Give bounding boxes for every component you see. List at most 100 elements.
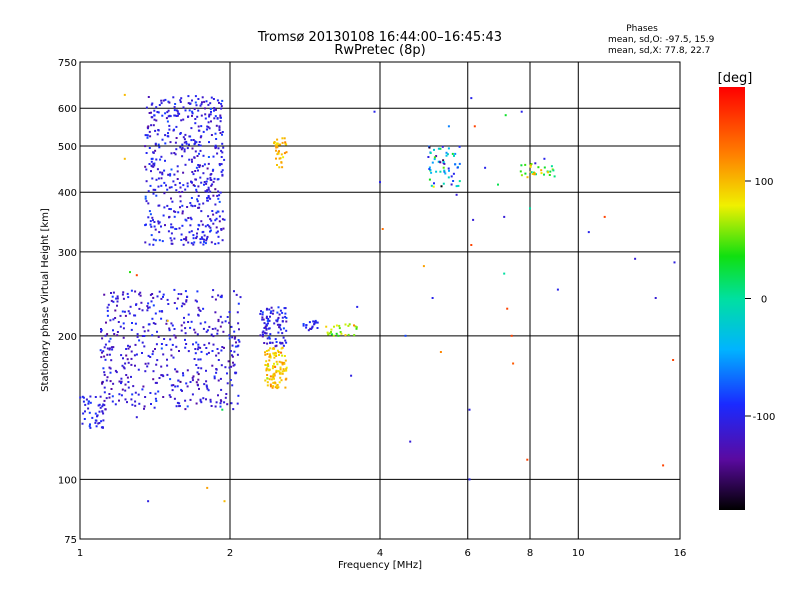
data-point [176,401,179,404]
data-point [204,242,207,245]
data-point [154,392,157,395]
data-point [123,310,126,313]
data-point [147,302,150,305]
data-point [200,210,203,213]
data-point [118,393,121,396]
data-point [216,210,219,213]
data-point [221,131,224,133]
data-point [179,200,182,203]
data-point [158,239,161,242]
data-point [169,237,172,240]
data-point [82,400,85,403]
data-point [201,223,204,226]
data-point [219,132,222,134]
data-point [185,343,188,345]
data-point [151,317,154,320]
data-point [270,310,273,313]
data-point [157,204,160,207]
data-point [82,412,85,415]
data-point [191,205,194,208]
data-point [211,328,214,330]
data-point [235,341,237,344]
data-point [145,106,148,109]
data-point [102,419,105,422]
data-point [409,440,412,443]
data-point [184,218,187,221]
data-point [212,194,215,197]
data-point [85,398,88,401]
data-point [178,405,181,408]
data-point [430,184,433,187]
data-point [269,375,272,378]
data-point [211,210,214,212]
data-point [144,241,147,244]
data-point [170,197,172,200]
data-point [89,395,92,398]
data-point [202,307,205,310]
data-point [206,197,209,199]
data-point [127,310,130,313]
data-point [158,231,161,234]
data-point [187,313,190,316]
data-point [148,112,151,114]
data-point [157,335,160,338]
data-point [238,328,240,331]
data-point [309,327,312,330]
data-point [173,397,176,400]
data-point [221,169,224,172]
data-point [504,114,507,117]
data-point [164,159,166,162]
data-point [199,346,202,349]
data-point [230,365,233,368]
data-point [103,371,106,374]
data-point [196,383,199,386]
data-point [163,206,166,209]
data-point [279,366,282,369]
data-point [207,162,210,165]
data-point [313,322,316,325]
data-point [111,295,114,298]
data-point [115,371,118,374]
data-point [263,342,266,344]
data-point [190,197,193,199]
data-point [208,141,210,144]
data-point [312,320,315,323]
data-point [268,378,271,381]
data-point [158,221,161,224]
data-point [217,147,220,150]
data-point [199,322,202,325]
data-point [180,119,183,122]
data-point [264,351,266,354]
data-point [273,381,276,384]
data-point [212,222,215,225]
data-point [221,218,224,221]
data-point [221,346,224,348]
data-point [285,143,288,146]
data-point [198,387,200,390]
data-point [276,363,279,366]
data-point [455,185,458,188]
data-point [120,354,123,357]
data-point [103,404,106,407]
data-point [273,142,275,145]
data-point [89,426,92,429]
data-point [109,367,112,370]
data-point [142,385,145,388]
data-point [130,328,133,331]
data-point [281,137,284,140]
data-point [219,191,222,194]
data-point [534,162,537,165]
data-point [102,426,104,429]
data-point [111,348,114,351]
data-point [164,134,167,137]
data-point [150,234,153,237]
data-point [215,371,218,374]
data-point [207,186,210,189]
data-point [673,261,676,264]
data-point [264,332,267,335]
data-point [158,310,161,313]
data-point [200,367,203,370]
data-point [192,184,195,187]
data-point [193,328,196,331]
data-point [157,390,160,393]
